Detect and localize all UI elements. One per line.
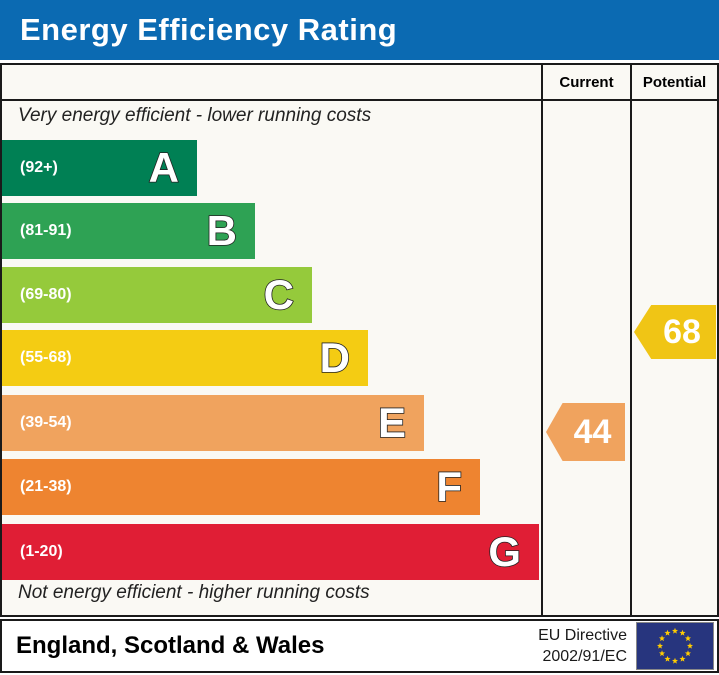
- header-separator: [2, 99, 717, 101]
- band-range-label: (21-38): [20, 478, 72, 495]
- eu-flag-stars: [656, 627, 694, 664]
- eu-directive-line1: EU Directive: [538, 627, 627, 644]
- band-letter: A: [148, 144, 180, 191]
- eu-flag-icon: [636, 622, 714, 670]
- band-letter: C: [263, 271, 295, 318]
- current-column-header: Current: [559, 73, 614, 91]
- band-row-c: (69-80) C: [2, 267, 312, 323]
- band-letter: D: [319, 334, 351, 381]
- eu-directive-line2: 2002/91/EC: [542, 648, 627, 665]
- eu-directive-label: EU Directive 2002/91/EC: [538, 625, 627, 667]
- band-letter: G: [488, 528, 522, 575]
- band-range-label: (81-91): [20, 222, 72, 239]
- current-rating-badge: 44: [546, 403, 625, 461]
- top-scale-note: Very energy efficient - lower running co…: [18, 105, 372, 126]
- band-range-label: (1-20): [20, 543, 63, 560]
- current-column-divider: [541, 65, 543, 615]
- region-label: England, Scotland & Wales: [16, 632, 325, 659]
- band-letter: F: [436, 463, 463, 510]
- footer-bar: England, Scotland & Wales EU Directive 2…: [0, 619, 719, 673]
- potential-column-divider: [630, 65, 632, 615]
- band-row-g: (1-20) G: [2, 524, 539, 580]
- bottom-scale-note: Not energy efficient - higher running co…: [18, 582, 370, 603]
- band-range-label: (39-54): [20, 414, 72, 431]
- band-range-label: (92+): [20, 159, 58, 176]
- band-row-f: (21-38) F: [2, 459, 480, 515]
- band-row-d: (55-68) D: [2, 330, 368, 386]
- potential-rating-badge: 68: [634, 305, 716, 359]
- band-letter: E: [377, 399, 407, 446]
- band-row-e: (39-54) E: [2, 395, 424, 451]
- potential-column-header: Potential: [642, 73, 707, 91]
- page-title: Energy Efficiency Rating: [0, 0, 719, 60]
- band-range-label: (69-80): [20, 286, 72, 303]
- current-rating-value: 44: [573, 412, 612, 451]
- potential-rating-value: 68: [663, 312, 701, 351]
- band-row-b: (81-91) B: [2, 203, 255, 259]
- band-range-label: (55-68): [20, 349, 72, 366]
- rating-table: Current Potential Very energy efficient …: [0, 63, 719, 617]
- band-row-a: (92+) A: [2, 140, 197, 196]
- band-letter: B: [206, 207, 238, 254]
